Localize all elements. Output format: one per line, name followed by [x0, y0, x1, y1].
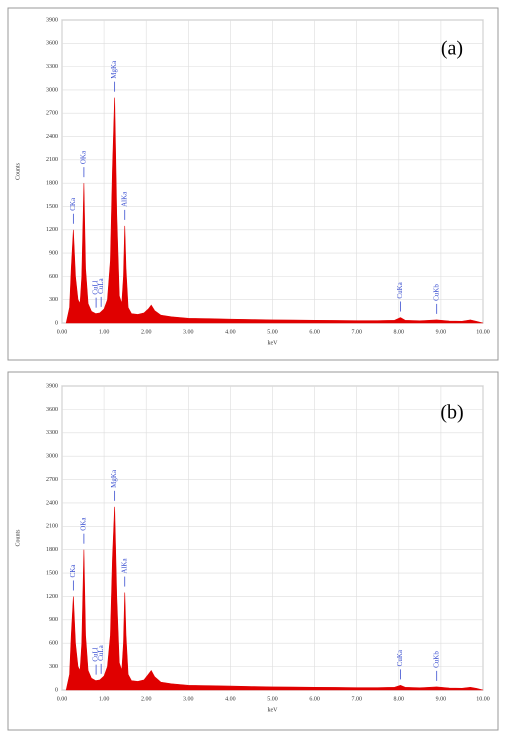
y-tick-label: 1800 [46, 181, 58, 187]
y-tick-label: 3900 [46, 17, 58, 23]
x-tick-label: 10.00 [476, 329, 490, 335]
y-tick-label: 2400 [46, 500, 58, 506]
y-tick-label: 2400 [46, 134, 58, 140]
x-tick-label: 5.00 [267, 329, 278, 335]
panel-label: (a) [441, 38, 463, 60]
y-tick-label: 300 [49, 297, 58, 303]
y-tick-label: 3000 [46, 87, 58, 93]
x-tick-label: 6.00 [309, 329, 320, 335]
y-tick-label: 1200 [46, 594, 58, 600]
peak-label: CuLl [92, 280, 100, 294]
x-axis-label: keV [268, 707, 279, 713]
y-tick-label: 2100 [46, 157, 58, 163]
peak-label: CuKb [432, 284, 440, 301]
x-tick-label: 10.00 [476, 696, 490, 702]
x-tick-label: 3.00 [183, 696, 194, 702]
peak-label: CuLa [97, 277, 105, 293]
y-tick-label: 2100 [46, 524, 58, 530]
y-tick-label: 1500 [46, 570, 58, 576]
y-tick-label: 900 [49, 617, 58, 623]
peak-label: CKa [69, 197, 77, 211]
x-tick-label: 1.00 [99, 696, 110, 702]
x-tick-label: 2.00 [141, 696, 152, 702]
x-tick-label: 0.00 [57, 329, 68, 335]
peak-label: CuKa [396, 281, 404, 298]
y-tick-label: 600 [49, 274, 58, 280]
peak-label: CuKb [432, 651, 440, 668]
x-tick-label: 3.00 [183, 329, 194, 335]
y-tick-label: 2700 [46, 477, 58, 483]
x-tick-label: 9.00 [436, 329, 447, 335]
x-tick-label: 8.00 [394, 329, 405, 335]
y-axis-label: Counts [15, 162, 21, 180]
y-tick-label: 3900 [46, 383, 58, 389]
y-tick-label: 1200 [46, 227, 58, 233]
x-tick-label: 7.00 [351, 696, 362, 702]
peak-label: OKa [80, 150, 88, 164]
x-tick-label: 6.00 [309, 696, 320, 702]
x-tick-label: 4.00 [225, 696, 236, 702]
peak-label: CuKa [396, 649, 404, 666]
x-axis-label: keV [268, 340, 279, 346]
y-tick-label: 900 [49, 250, 58, 256]
y-tick-label: 0 [55, 320, 58, 326]
y-tick-label: 1500 [46, 204, 58, 210]
x-tick-label: 8.00 [394, 696, 405, 702]
y-tick-label: 0 [55, 687, 58, 693]
panel-label: (b) [440, 402, 463, 424]
peak-label: CuLl [92, 647, 100, 661]
peak-label: MgKa [110, 60, 118, 79]
peak-label: AlKa [120, 191, 128, 207]
x-tick-label: 5.00 [267, 696, 278, 702]
y-tick-label: 3300 [46, 64, 58, 70]
peak-label: AlKa [120, 558, 128, 574]
peak-label: OKa [80, 517, 88, 531]
spectrum [65, 506, 484, 691]
spectrum [65, 97, 484, 324]
peak-label: CuLa [97, 644, 105, 660]
x-tick-label: 4.00 [225, 329, 236, 335]
y-tick-label: 3000 [46, 454, 58, 460]
y-tick-label: 2700 [46, 111, 58, 117]
x-tick-label: 7.00 [351, 329, 362, 335]
y-tick-label: 1800 [46, 547, 58, 553]
x-tick-label: 1.00 [99, 329, 110, 335]
x-tick-label: 9.00 [436, 696, 447, 702]
y-axis-label: Counts [15, 529, 21, 547]
y-tick-label: 3600 [46, 407, 58, 413]
peak-label: MgKa [110, 469, 118, 488]
y-tick-label: 3600 [46, 41, 58, 47]
y-tick-label: 3300 [46, 430, 58, 436]
x-tick-label: 2.00 [141, 329, 152, 335]
y-tick-label: 600 [49, 641, 58, 647]
x-tick-label: 0.00 [57, 696, 68, 702]
y-tick-label: 300 [49, 664, 58, 670]
peak-label: CKa [69, 564, 77, 578]
